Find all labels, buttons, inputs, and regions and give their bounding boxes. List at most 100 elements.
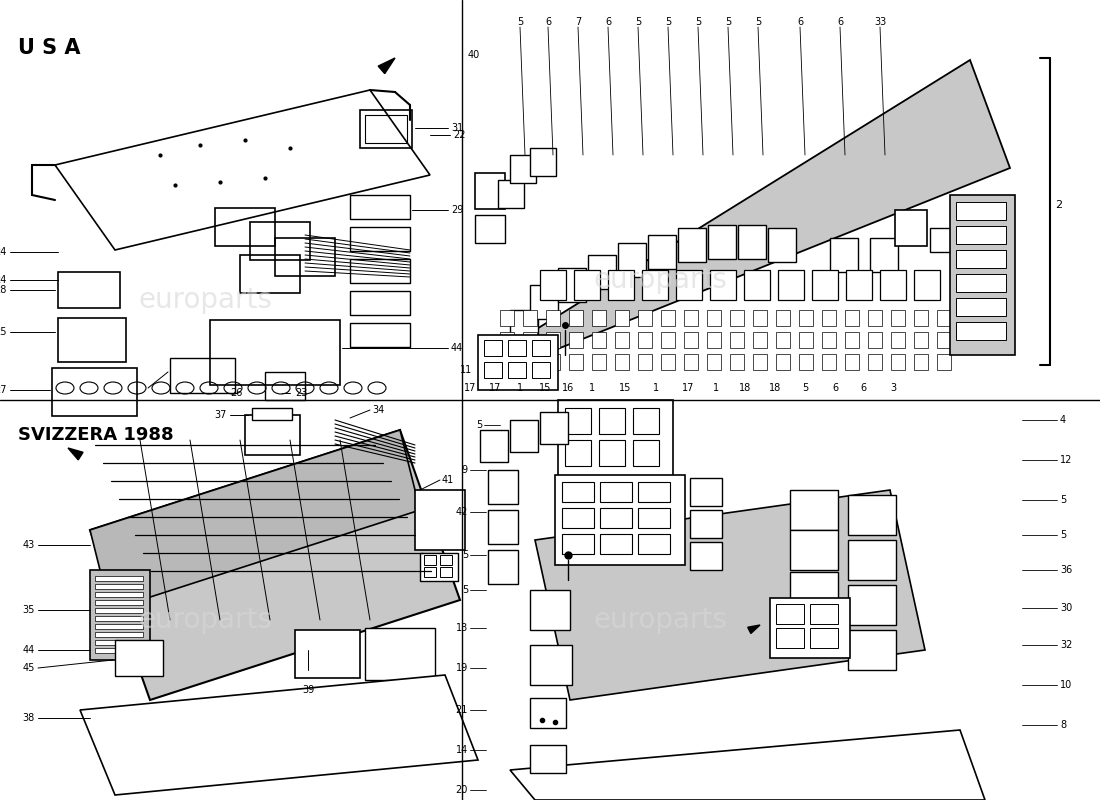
Bar [510,310,538,344]
Bar [440,555,452,565]
Bar [488,510,518,544]
Bar [484,340,502,356]
Bar [540,270,566,300]
Text: 5: 5 [462,550,468,560]
Text: 3: 3 [890,383,896,393]
Bar [562,508,594,528]
Bar [848,630,896,670]
Bar [484,362,502,378]
Bar [600,408,625,434]
Bar [778,270,804,300]
Text: 35: 35 [23,605,35,615]
Bar [956,298,1006,316]
Text: 6: 6 [605,17,612,27]
Text: 30: 30 [1060,603,1072,613]
Text: 44: 44 [23,645,35,655]
Bar [95,616,143,621]
Bar [540,412,568,444]
Bar [275,238,336,276]
Text: 27: 27 [0,385,7,395]
Bar [240,255,300,293]
Text: 36: 36 [1060,565,1072,575]
Bar [790,572,838,612]
Bar [776,628,804,648]
Bar [632,408,659,434]
Text: 10: 10 [1060,680,1072,690]
Bar [530,745,566,773]
Bar [95,584,143,589]
Text: 11: 11 [460,365,472,375]
Bar [510,420,538,452]
Bar [530,285,558,319]
Bar [754,354,767,370]
Bar [848,585,896,625]
Bar [170,358,235,393]
Bar [530,645,572,685]
Bar [532,340,550,356]
Bar [530,590,570,630]
Bar [424,555,436,565]
Text: 15: 15 [539,383,551,393]
Text: 32: 32 [1060,640,1072,650]
Bar [661,354,675,370]
Bar [914,332,928,348]
Bar [546,332,560,348]
Bar [95,624,143,629]
Bar [615,354,629,370]
Bar [638,534,670,554]
Bar [845,354,859,370]
Bar [615,332,629,348]
Text: 6: 6 [832,383,838,393]
Bar [265,372,305,400]
Bar [558,268,586,302]
Text: 39: 39 [301,685,315,695]
Bar [799,310,813,326]
Text: 17: 17 [464,383,476,393]
Bar [478,335,558,390]
Bar [678,228,706,262]
Polygon shape [68,448,84,460]
Bar [90,570,150,660]
Polygon shape [490,60,1010,360]
Bar [914,354,928,370]
Text: 5: 5 [1060,495,1066,505]
Text: 37: 37 [214,410,227,420]
Text: 5: 5 [1060,530,1066,540]
Bar [546,310,560,326]
Bar [754,310,767,326]
Bar [562,534,594,554]
Text: 42: 42 [455,507,468,517]
Bar [638,332,652,348]
Text: 18: 18 [739,383,751,393]
Bar [565,440,591,466]
Text: 15: 15 [619,383,631,393]
Text: U S A: U S A [18,38,80,58]
Bar [822,354,836,370]
Bar [868,332,882,348]
Bar [588,255,616,289]
Bar [500,354,514,370]
Text: 7: 7 [575,17,581,27]
Text: 1: 1 [517,383,524,393]
Bar [956,226,1006,244]
Text: 41: 41 [442,475,454,485]
Text: 40: 40 [468,50,480,60]
Bar [914,310,928,326]
Text: 44: 44 [451,343,463,353]
Bar [799,332,813,348]
Bar [684,354,699,370]
Bar [870,238,898,272]
Bar [424,567,436,577]
Bar [530,698,566,728]
Text: europarts: europarts [593,266,727,294]
Bar [95,632,143,637]
Bar [937,310,952,326]
Bar [488,550,518,584]
Bar [252,408,292,420]
Bar [648,235,676,269]
Bar [365,628,435,680]
Text: 21: 21 [455,705,468,715]
Bar [475,173,505,209]
Text: 29: 29 [451,205,463,215]
Bar [914,270,940,300]
